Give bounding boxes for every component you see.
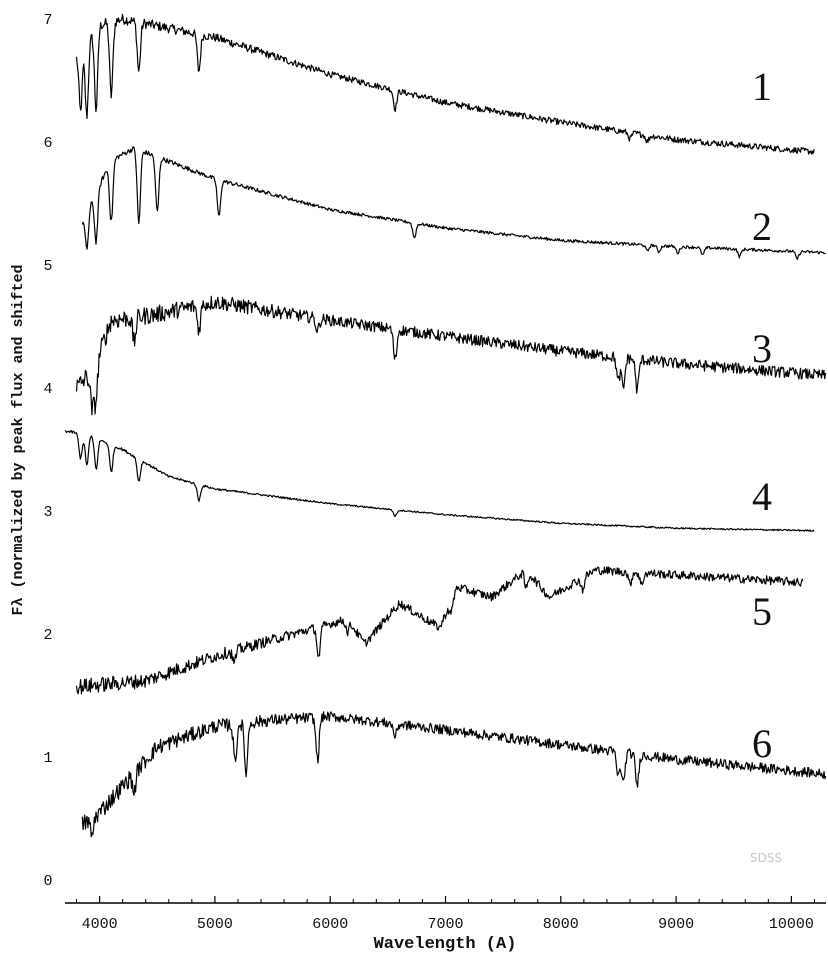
- y-axis-title: Fλ (normalized by peak flux and shifted: [10, 264, 27, 615]
- y-tick-label: 1: [43, 750, 52, 767]
- y-tick-label: 7: [43, 12, 52, 29]
- series-label-3: 3: [752, 326, 772, 371]
- y-tick-label: 3: [43, 504, 52, 521]
- x-axis-title: Wavelength (A): [374, 935, 517, 954]
- x-tick-label: 8000: [543, 916, 579, 933]
- spectrum-line-4: [64, 430, 815, 532]
- series-labels: 1 2 3 4 5 6: [752, 64, 772, 766]
- spectrum-line-5: [75, 566, 804, 695]
- spectrum-line-3: [75, 295, 827, 416]
- credit-text: SDSS: [750, 851, 782, 865]
- x-tick-label: 7000: [427, 916, 463, 933]
- x-tick-label: 4000: [82, 916, 118, 933]
- spectra-series: [64, 13, 827, 838]
- series-label-4: 4: [752, 474, 772, 519]
- x-tick-label: 9000: [658, 916, 694, 933]
- x-tick-label: 10000: [769, 916, 814, 933]
- y-tick-label: 2: [43, 627, 52, 644]
- y-axis-ticks: 0 1 2 3 4 5 6 7: [43, 12, 52, 890]
- series-label-2: 2: [752, 204, 772, 249]
- x-tick-label: 6000: [312, 916, 348, 933]
- series-label-1: 1: [752, 64, 772, 109]
- x-tick-label: 5000: [197, 916, 233, 933]
- series-label-5: 5: [752, 589, 772, 634]
- y-tick-label: 4: [43, 381, 52, 398]
- series-label-6: 6: [752, 721, 772, 766]
- spectrum-line-1: [75, 13, 815, 155]
- y-tick-label: 5: [43, 258, 52, 275]
- spectrum-line-2: [81, 146, 826, 261]
- x-axis-ticks: 4000 5000 6000 7000 8000 9000 10000: [76, 896, 815, 933]
- y-tick-label: 6: [43, 135, 52, 152]
- y-tick-label: 0: [43, 873, 52, 890]
- spectrum-line-6: [81, 711, 827, 838]
